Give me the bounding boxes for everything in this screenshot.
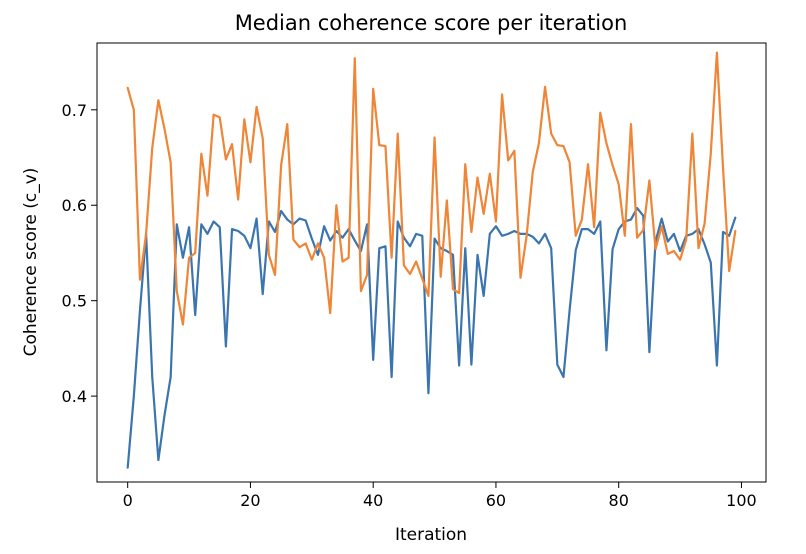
x-axis: 0 20 40 60 80 100 [123, 482, 757, 510]
chart-title: Median coherence score per iteration [235, 11, 628, 35]
x-axis-label: Iteration [395, 525, 467, 545]
series-line-1 [126, 207, 737, 469]
x-tick-label: 60 [486, 491, 506, 510]
y-tick-label: 0.7 [62, 101, 87, 120]
x-tick-label: 0 [123, 491, 133, 510]
y-axis: 0.4 0.5 0.6 0.7 [62, 101, 97, 406]
x-tick-label: 80 [609, 491, 629, 510]
y-tick-label: 0.6 [62, 196, 87, 215]
x-tick-label: 40 [363, 491, 383, 510]
series-group [126, 51, 737, 469]
y-tick-label: 0.4 [62, 387, 87, 406]
y-tick-label: 0.5 [62, 292, 87, 311]
x-tick-label: 20 [240, 491, 260, 510]
series-line-2 [126, 51, 737, 326]
y-axis-label: Coherence score (c_v) [21, 168, 41, 357]
plot-frame [96, 42, 767, 483]
x-tick-label: 100 [726, 491, 757, 510]
